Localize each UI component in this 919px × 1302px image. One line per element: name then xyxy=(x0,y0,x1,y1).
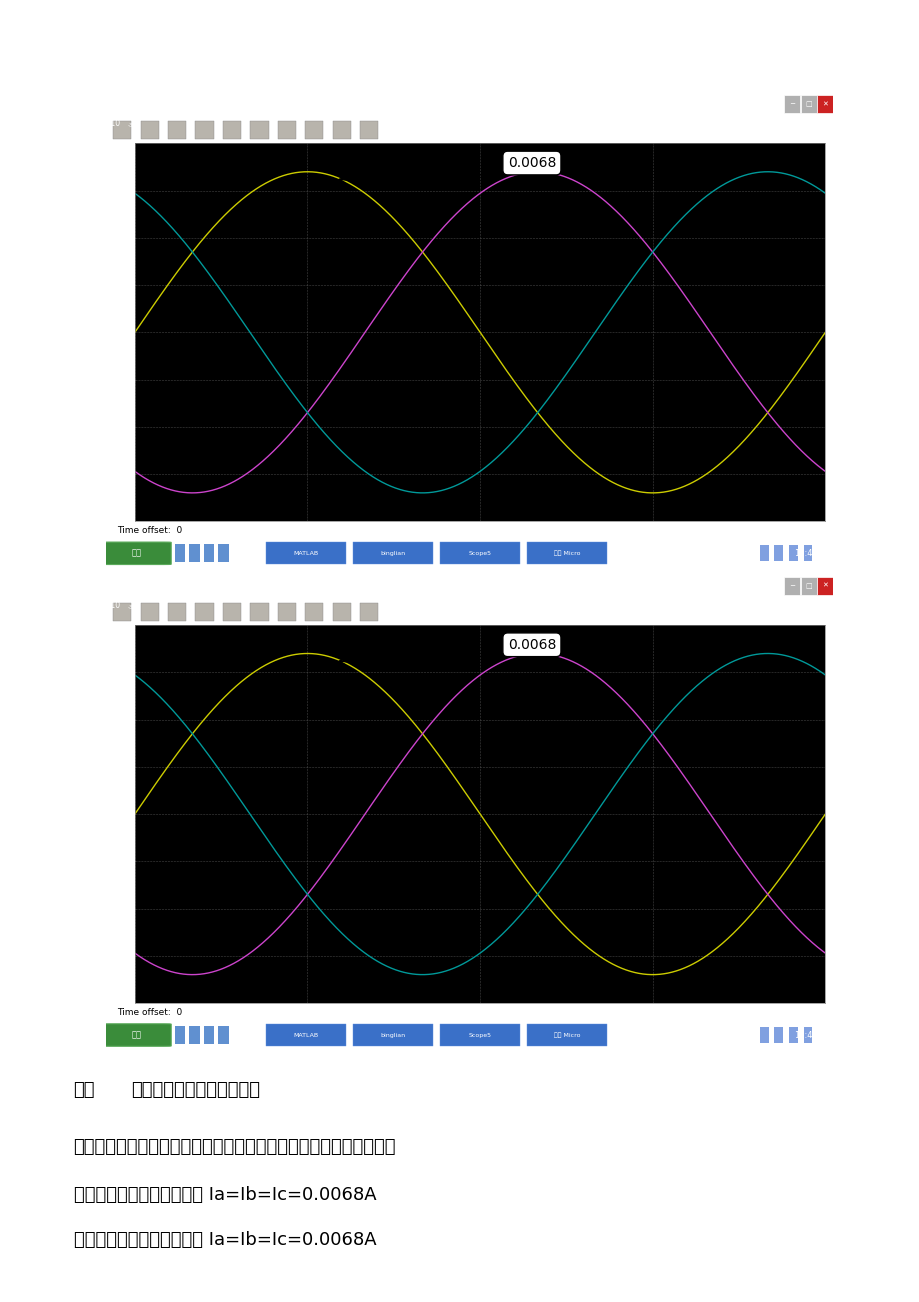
Bar xyxy=(218,544,229,562)
Text: Time offset:  0: Time offset: 0 xyxy=(117,526,182,535)
Bar xyxy=(360,603,378,621)
Bar xyxy=(204,544,214,562)
Bar xyxy=(168,603,186,621)
Bar xyxy=(816,95,832,113)
Bar xyxy=(527,1025,607,1046)
Bar xyxy=(222,603,241,621)
Text: □: □ xyxy=(804,102,811,107)
Bar xyxy=(113,603,131,621)
Bar xyxy=(802,546,811,561)
Bar xyxy=(800,577,816,595)
Text: ▶ Scope5: ▶ Scope5 xyxy=(117,581,174,591)
Bar xyxy=(527,543,607,564)
Bar xyxy=(218,1026,229,1044)
Text: 第一台变压器的空载电流： Ia=Ib=Ic=0.0068A: 第一台变压器的空载电流： Ia=Ib=Ic=0.0068A xyxy=(74,1186,376,1204)
Bar xyxy=(168,121,186,139)
Text: 开始: 开始 xyxy=(132,549,142,557)
Text: -3: -3 xyxy=(128,605,133,611)
Bar xyxy=(439,1025,519,1046)
Bar xyxy=(783,577,799,595)
Text: Scope5: Scope5 xyxy=(468,1032,491,1038)
Bar xyxy=(802,1027,811,1043)
Bar xyxy=(759,1027,767,1043)
Bar xyxy=(759,546,767,561)
Bar xyxy=(333,121,350,139)
Bar xyxy=(774,546,782,561)
Text: binglian: binglian xyxy=(380,1032,405,1038)
Bar xyxy=(195,603,213,621)
Bar xyxy=(222,121,241,139)
Bar xyxy=(189,544,199,562)
Bar xyxy=(305,603,323,621)
Bar xyxy=(204,1026,214,1044)
Text: binglian: binglian xyxy=(380,551,405,556)
Text: 11:47: 11:47 xyxy=(793,1031,817,1039)
Bar xyxy=(353,1025,433,1046)
FancyBboxPatch shape xyxy=(102,1023,171,1047)
Text: ✕: ✕ xyxy=(821,583,827,589)
Text: 两台三相变压器空载参数一致的情况下，所测试出的空载情况下的，: 两台三相变压器空载参数一致的情况下，所测试出的空载情况下的， xyxy=(74,1138,396,1156)
Text: x10: x10 xyxy=(108,120,121,129)
Bar xyxy=(189,1026,199,1044)
Bar xyxy=(141,121,158,139)
Bar xyxy=(195,121,213,139)
Bar xyxy=(266,543,346,564)
Bar xyxy=(175,1026,185,1044)
Bar xyxy=(278,121,296,139)
Text: 第二台变压器的空载电流： Ia=Ib=Ic=0.0068A: 第二台变压器的空载电流： Ia=Ib=Ic=0.0068A xyxy=(74,1230,376,1249)
Text: -3: -3 xyxy=(128,124,133,129)
Text: ✕: ✕ xyxy=(821,102,827,107)
Bar xyxy=(783,95,799,113)
Text: ▶ Scope5: ▶ Scope5 xyxy=(117,99,174,109)
Bar xyxy=(250,121,268,139)
Bar xyxy=(266,1025,346,1046)
Text: ─: ─ xyxy=(789,583,793,589)
Text: 新建 Micro: 新建 Micro xyxy=(553,1032,580,1038)
Text: x10: x10 xyxy=(108,602,121,611)
Bar xyxy=(800,95,816,113)
Bar xyxy=(333,603,350,621)
Bar xyxy=(250,603,268,621)
Bar xyxy=(278,603,296,621)
Text: ─: ─ xyxy=(789,102,793,107)
Text: 分析: 分析 xyxy=(74,1081,95,1099)
Text: ：由以上的测试结果可知：: ：由以上的测试结果可知： xyxy=(131,1081,260,1099)
FancyBboxPatch shape xyxy=(102,542,171,565)
Text: Time offset:  0: Time offset: 0 xyxy=(117,1008,182,1017)
Text: MATLAB: MATLAB xyxy=(293,551,318,556)
Bar xyxy=(175,544,185,562)
Bar xyxy=(774,1027,782,1043)
Bar xyxy=(353,543,433,564)
Bar xyxy=(816,577,832,595)
Text: 新建 Micro: 新建 Micro xyxy=(553,551,580,556)
Text: 0.0068: 0.0068 xyxy=(339,638,555,664)
Text: Scope5: Scope5 xyxy=(468,551,491,556)
Text: □: □ xyxy=(804,583,811,589)
Bar xyxy=(789,1027,797,1043)
Bar xyxy=(439,543,519,564)
Text: 11:47: 11:47 xyxy=(793,549,817,557)
Bar xyxy=(141,603,158,621)
Bar xyxy=(305,121,323,139)
Bar xyxy=(789,546,797,561)
Text: 开始: 开始 xyxy=(132,1031,142,1039)
Text: 0.0068: 0.0068 xyxy=(339,156,555,182)
Bar xyxy=(113,121,131,139)
Text: MATLAB: MATLAB xyxy=(293,1032,318,1038)
Bar xyxy=(360,121,378,139)
